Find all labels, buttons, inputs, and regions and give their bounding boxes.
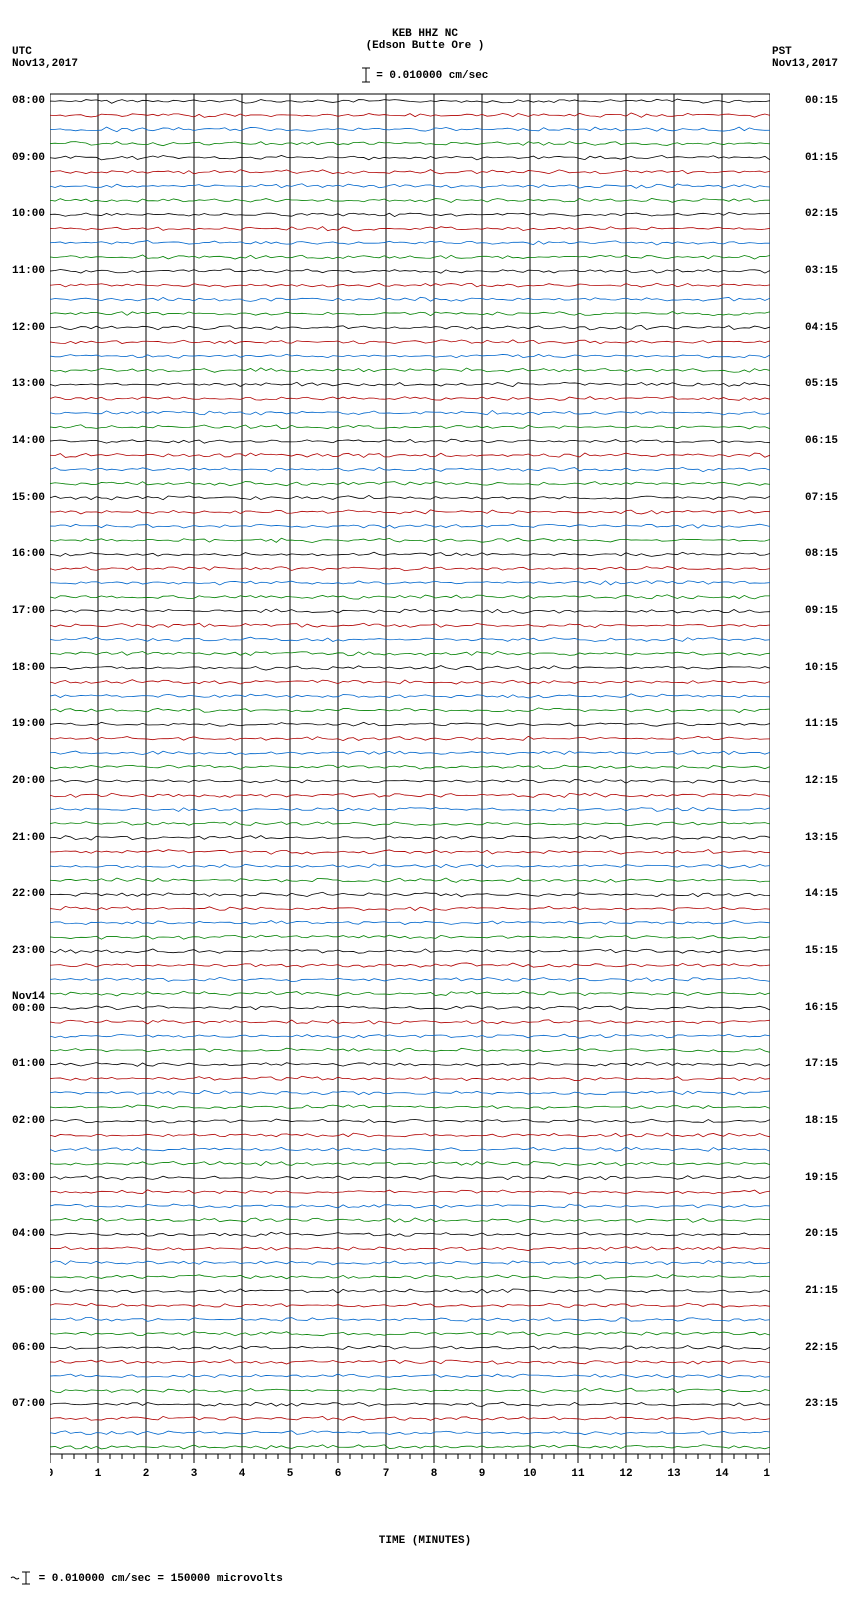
utc-hour-label: 12:00 xyxy=(12,322,45,334)
svg-text:8: 8 xyxy=(431,1468,438,1480)
footer-text: = 0.010000 cm/sec = 150000 microvolts xyxy=(32,1573,283,1585)
footer-scale: = 0.010000 cm/sec = 150000 microvolts xyxy=(10,1571,283,1585)
pst-hour-label: 02:15 xyxy=(805,208,838,220)
pst-hour-label: 23:15 xyxy=(805,1398,838,1410)
pst-hour-label: 19:15 xyxy=(805,1172,838,1184)
pst-hour-label: 07:15 xyxy=(805,492,838,504)
utc-hour-label: 21:00 xyxy=(12,832,45,844)
svg-text:11: 11 xyxy=(571,1468,585,1480)
utc-hour-label: 11:00 xyxy=(12,265,45,277)
svg-text:12: 12 xyxy=(619,1468,632,1480)
pst-hour-label: 11:15 xyxy=(805,718,838,730)
utc-hour-label: 19:00 xyxy=(12,718,45,730)
utc-hour-label: 20:00 xyxy=(12,775,45,787)
pst-hour-label: 18:15 xyxy=(805,1115,838,1127)
pst-hour-label: 14:15 xyxy=(805,888,838,900)
pst-hour-label: 12:15 xyxy=(805,775,838,787)
pst-hour-label: 20:15 xyxy=(805,1228,838,1240)
pst-hour-label: 21:15 xyxy=(805,1285,838,1297)
pst-hour-label: 09:15 xyxy=(805,605,838,617)
svg-text:13: 13 xyxy=(667,1468,681,1480)
utc-tz-label: UTC xyxy=(12,46,78,58)
pst-hour-label: 00:15 xyxy=(805,95,838,107)
svg-text:9: 9 xyxy=(479,1468,486,1480)
pst-hour-label: 01:15 xyxy=(805,152,838,164)
pst-hour-label: 03:15 xyxy=(805,265,838,277)
utc-hour-label: 01:00 xyxy=(12,1058,45,1070)
utc-hour-label: 15:00 xyxy=(12,492,45,504)
svg-text:0: 0 xyxy=(50,1468,53,1480)
utc-hour-label: 10:00 xyxy=(12,208,45,220)
utc-hour-label: 06:00 xyxy=(12,1342,45,1354)
header: KEB HHZ NC (Edson Butte Ore ) xyxy=(0,28,850,52)
utc-hour-label: 09:00 xyxy=(12,152,45,164)
svg-text:3: 3 xyxy=(191,1468,198,1480)
footer-wave-icon xyxy=(10,1571,32,1585)
svg-text:14: 14 xyxy=(715,1468,729,1480)
station-code: KEB HHZ NC xyxy=(0,28,850,40)
utc-hour-label: 05:00 xyxy=(12,1285,45,1297)
pst-hour-label: 16:15 xyxy=(805,1002,838,1014)
pst-hour-label: 22:15 xyxy=(805,1342,838,1354)
utc-hour-label: 16:00 xyxy=(12,548,45,560)
utc-hour-label: 07:00 xyxy=(12,1398,45,1410)
utc-hour-label: Nov14 00:00 xyxy=(12,991,45,1015)
pst-hour-label: 15:15 xyxy=(805,945,838,957)
helicorder-plot: 0123456789101112131415 xyxy=(50,90,770,1490)
svg-text:6: 6 xyxy=(335,1468,342,1480)
utc-hour-label: 03:00 xyxy=(12,1172,45,1184)
pst-hour-label: 05:15 xyxy=(805,378,838,390)
svg-text:2: 2 xyxy=(143,1468,150,1480)
scale-indicator: = 0.010000 cm/sec xyxy=(0,66,850,84)
pst-hour-label: 06:15 xyxy=(805,435,838,447)
utc-hour-label: 18:00 xyxy=(12,662,45,674)
utc-hour-label: 02:00 xyxy=(12,1115,45,1127)
scale-text: = 0.010000 cm/sec xyxy=(376,70,488,82)
svg-text:10: 10 xyxy=(523,1468,536,1480)
svg-text:4: 4 xyxy=(239,1468,246,1480)
station-location: (Edson Butte Ore ) xyxy=(0,40,850,52)
utc-hour-label: 14:00 xyxy=(12,435,45,447)
pst-hour-label: 10:15 xyxy=(805,662,838,674)
utc-hour-label: 17:00 xyxy=(12,605,45,617)
xaxis-label: TIME (MINUTES) xyxy=(0,1535,850,1547)
utc-hour-label: 13:00 xyxy=(12,378,45,390)
svg-text:7: 7 xyxy=(383,1468,390,1480)
pst-hour-label: 17:15 xyxy=(805,1058,838,1070)
utc-hour-label: 23:00 xyxy=(12,945,45,957)
pst-hour-label: 04:15 xyxy=(805,322,838,334)
pst-hour-label: 13:15 xyxy=(805,832,838,844)
svg-text:15: 15 xyxy=(763,1468,770,1480)
scale-bar-icon xyxy=(362,66,370,84)
pst-tz-label: PST xyxy=(772,46,838,58)
utc-hour-label: 08:00 xyxy=(12,95,45,107)
svg-text:1: 1 xyxy=(95,1468,102,1480)
svg-text:5: 5 xyxy=(287,1468,294,1480)
seismogram-page: KEB HHZ NC (Edson Butte Ore ) UTC Nov13,… xyxy=(0,0,850,1613)
pst-hour-label: 08:15 xyxy=(805,548,838,560)
utc-hour-label: 04:00 xyxy=(12,1228,45,1240)
utc-hour-label: 22:00 xyxy=(12,888,45,900)
